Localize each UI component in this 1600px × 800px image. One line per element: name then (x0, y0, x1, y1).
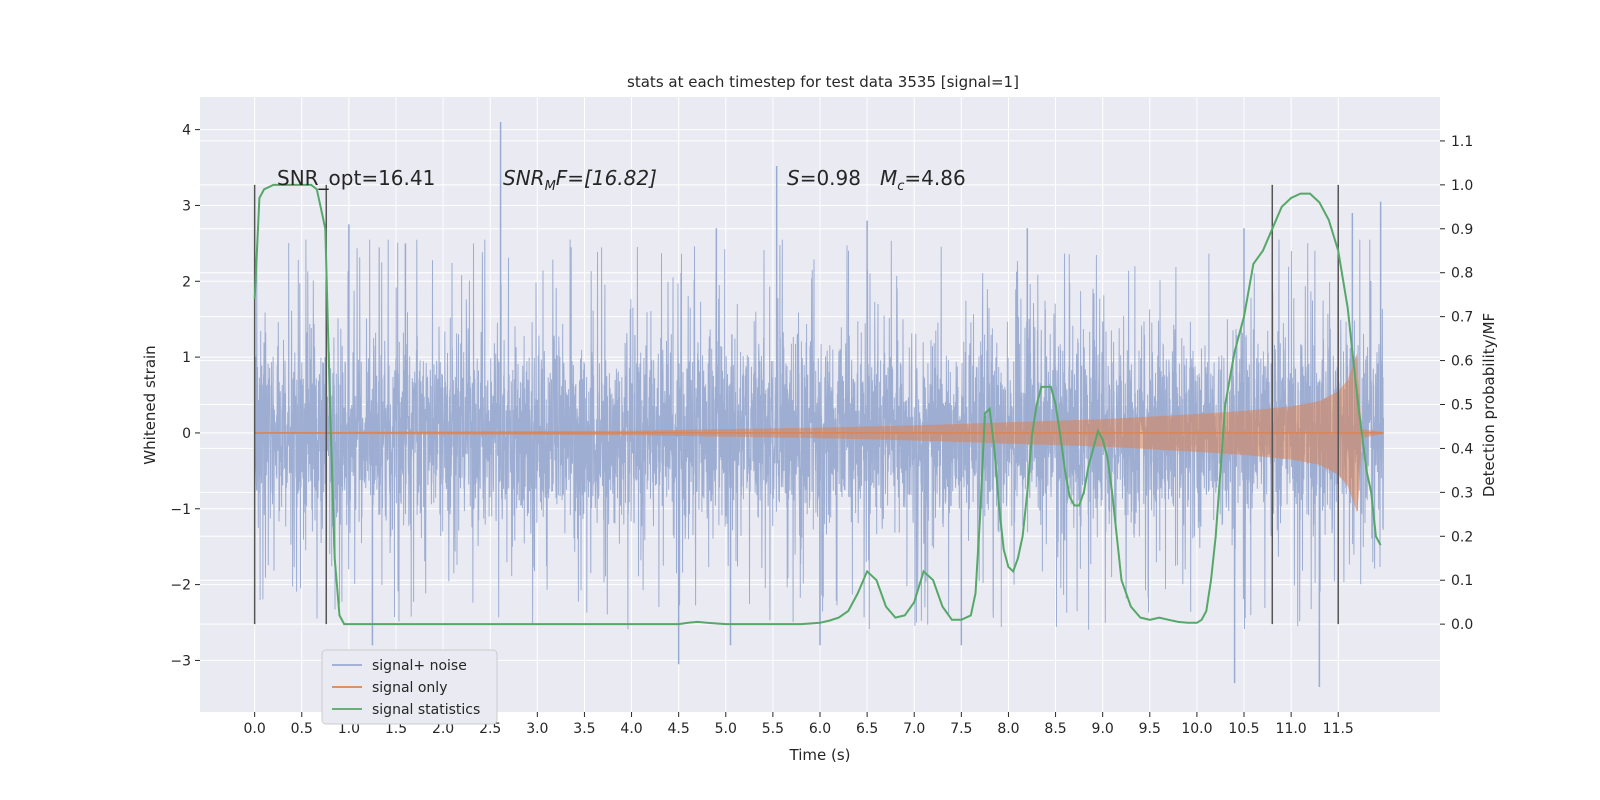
annotation-snr-opt: SNR_opt=16.41 (277, 166, 435, 190)
y-tick-label: 3 (182, 198, 191, 214)
x-tick-label: 7.0 (903, 721, 925, 737)
x-tick-label: 1.0 (338, 721, 360, 737)
stats-line (253, 183, 1382, 626)
x-tick-label: 9.5 (1139, 721, 1161, 737)
y-right-tick-label: 0.1 (1451, 573, 1473, 589)
x-tick-label: 0.0 (244, 721, 266, 737)
x-tick-label: 6.0 (809, 721, 831, 737)
annotation-snr-mf-symbol: SNR (503, 166, 545, 190)
x-tick-label: 9.0 (1092, 721, 1114, 737)
y-tick-label: 2 (182, 274, 191, 290)
y-right-tick-label: 1.1 (1451, 134, 1473, 150)
legend-box (321, 649, 498, 725)
y-tick-label: −2 (170, 578, 191, 594)
annotation-snr-mf-value: F=[16.82] (556, 166, 657, 190)
x-tick-label: 2.0 (432, 721, 454, 737)
y-tick-label: −3 (170, 653, 191, 669)
legend-label-signal-statistics: signal statistics (372, 702, 480, 718)
legend: signal+ noise signal only signal statist… (321, 649, 498, 725)
y-axis-label: Whitened strain (141, 345, 159, 464)
y-right-axis-ticks: 0.0 0.1 0.2 0.3 0.4 0.5 0.6 0.7 0.8 0.9 1.0 1.1 (1440, 134, 1473, 633)
x-tick-label: 3.5 (573, 721, 595, 737)
y-right-tick-label: 0.5 (1451, 398, 1473, 414)
series-signal-only (254, 353, 1384, 513)
x-axis-label: Time (s) (789, 746, 851, 764)
y-right-tick-label: 0.6 (1451, 354, 1473, 370)
x-tick-label: 8.5 (1044, 721, 1066, 737)
x-tick-label: 0.5 (291, 721, 313, 737)
x-tick-label: 5.0 (715, 721, 737, 737)
annotation-s: S=0.98 (787, 166, 861, 190)
y-axis-ticks: −3 −2 −1 0 1 2 3 4 (170, 123, 200, 669)
y-right-tick-label: 1.0 (1451, 178, 1473, 194)
x-tick-label: 4.5 (668, 721, 690, 737)
y-right-tick-label: 0.7 (1451, 310, 1473, 326)
x-axis-ticks: 0.0 0.5 1.0 1.5 2.0 2.5 3.0 3.5 4.0 4.5 5.0 5.5 6.0 6… (244, 712, 1354, 737)
annotation-s-symbol: S (787, 166, 800, 190)
annotation-mc: Mc=4.86 (880, 166, 966, 194)
annotation-s-value: =0.98 (800, 166, 861, 190)
y-right-tick-label: 0.8 (1451, 266, 1473, 282)
annotation-snr-mf-subscript: M (545, 179, 556, 194)
x-tick-label: 8.0 (997, 721, 1019, 737)
legend-label-signal-noise: signal+ noise (372, 658, 467, 674)
chart-title: stats at each timestep for test data 353… (627, 73, 1019, 91)
legend-label-signal-only: signal only (372, 680, 447, 696)
y-right-tick-label: 0.9 (1451, 222, 1473, 238)
x-tick-label: 5.5 (762, 721, 784, 737)
x-tick-label: 11.5 (1323, 721, 1354, 737)
annotation-mc-symbol: M (880, 166, 897, 190)
x-tick-label: 11.0 (1276, 721, 1307, 737)
y-right-tick-label: 0.2 (1451, 529, 1473, 545)
annotation-mc-subscript: c (897, 179, 904, 194)
y-right-axis-label: Detection probability/MF (1480, 313, 1498, 497)
y-tick-label: −1 (170, 502, 191, 518)
annotation-snr-mf: SNRMF=[16.82] (503, 166, 657, 194)
x-tick-label: 7.5 (950, 721, 972, 737)
x-tick-label: 4.0 (620, 721, 642, 737)
x-tick-label: 10.0 (1181, 721, 1212, 737)
y-right-tick-label: 0.4 (1451, 441, 1473, 457)
x-tick-label: 2.5 (479, 721, 501, 737)
x-tick-label: 6.5 (856, 721, 878, 737)
y-tick-label: 0 (182, 426, 191, 442)
x-tick-label: 10.5 (1228, 721, 1259, 737)
annotation-mc-value: =4.86 (904, 166, 965, 190)
x-tick-label: 1.5 (385, 721, 407, 737)
series-signal-statistics (253, 183, 1382, 626)
y-tick-label: 4 (182, 123, 191, 139)
y-tick-label: 1 (182, 350, 191, 366)
y-right-tick-label: 0.0 (1451, 617, 1473, 633)
x-tick-label: 3.0 (526, 721, 548, 737)
y-right-tick-label: 0.3 (1451, 485, 1473, 501)
